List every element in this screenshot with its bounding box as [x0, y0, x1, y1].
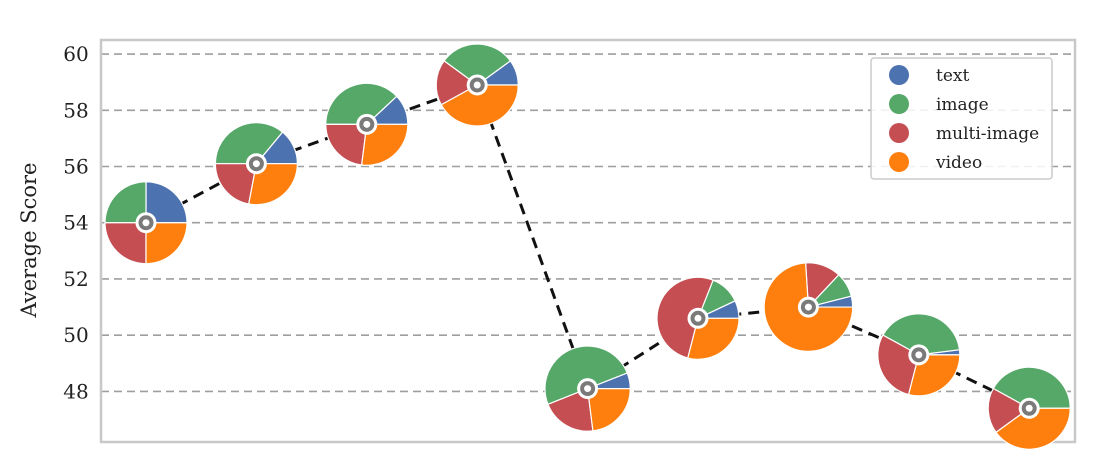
- legend-label-video: video: [935, 153, 982, 173]
- pie-marker-8: [877, 313, 961, 397]
- pie-center-hole: [584, 385, 592, 393]
- pie-center-hole: [1025, 404, 1033, 412]
- pie-wedge-image: [443, 43, 512, 86]
- pie-wedge-video: [360, 123, 409, 166]
- pie-wedge-image: [214, 122, 284, 165]
- pie-wedge-video: [440, 84, 519, 127]
- pie-wedge-image: [992, 366, 1071, 409]
- y-tick-60: 60: [63, 42, 88, 66]
- legend-label-text: text: [936, 66, 969, 86]
- pie-wedge-image: [882, 313, 961, 356]
- pie-wedge-image: [325, 82, 398, 125]
- pie-wedge-multi-image: [435, 60, 479, 106]
- pie-marker-9: [987, 366, 1071, 450]
- y-tick-labels: 48 50 52 54 56 58 60: [63, 42, 88, 403]
- pie-wedge-multi-image: [214, 163, 258, 205]
- pie-marker-1: [104, 181, 188, 265]
- pie-center-hole: [363, 120, 371, 128]
- legend-marker-multi-image: [889, 123, 909, 143]
- legend: text image multi-image video: [870, 57, 1053, 180]
- pie-wedge-text: [145, 181, 188, 224]
- pie-center-hole: [804, 303, 812, 311]
- pie-wedge-multi-image: [325, 123, 368, 166]
- y-tick-56: 56: [63, 155, 88, 179]
- legend-label-multi-image: multi-image: [936, 124, 1039, 144]
- y-tick-58: 58: [63, 98, 88, 122]
- pie-marker-5: [544, 345, 631, 432]
- pie-wedge-multi-image: [547, 387, 594, 432]
- pie-center-hole: [142, 219, 150, 227]
- legend-box: [870, 57, 1053, 180]
- legend-marker-video: [889, 152, 909, 172]
- pie-wedge-multi-image: [104, 222, 147, 265]
- pie-wedge-video: [687, 317, 740, 360]
- pie-center-hole: [252, 160, 260, 168]
- pie-wedge-image: [544, 345, 629, 406]
- pie-marker-2: [214, 122, 299, 206]
- pie-wedge-video: [907, 354, 961, 397]
- pie-center-hole: [915, 351, 923, 359]
- pie-wedge-video: [248, 163, 299, 206]
- pie-center-hole: [694, 314, 702, 322]
- pie-markers: [104, 43, 1071, 450]
- y-axis-label: Average Score: [17, 163, 41, 319]
- pie-marker-6: [656, 276, 740, 360]
- pie-wedge-multi-image: [987, 387, 1031, 434]
- pie-wedge-video: [586, 387, 631, 432]
- pie-wedge-multi-image: [877, 334, 920, 396]
- plot-frame: [99, 38, 1077, 444]
- y-tick-54: 54: [63, 211, 88, 235]
- pie-marker-4: [435, 43, 519, 127]
- pie-wedge-video: [145, 222, 188, 265]
- pie-center-hole: [473, 81, 481, 89]
- legend-marker-text: [889, 65, 909, 85]
- pie-marker-7: [763, 262, 854, 352]
- y-tick-48: 48: [63, 379, 88, 403]
- pie-wedge-multi-image: [656, 276, 714, 359]
- legend-marker-image: [889, 94, 909, 114]
- legend-label-image: image: [936, 95, 989, 115]
- pie-wedge-image: [104, 181, 147, 224]
- pie-marker-3: [325, 82, 409, 166]
- pie-wedge-video: [995, 407, 1071, 450]
- y-tick-50: 50: [63, 323, 88, 347]
- y-tick-52: 52: [63, 267, 88, 291]
